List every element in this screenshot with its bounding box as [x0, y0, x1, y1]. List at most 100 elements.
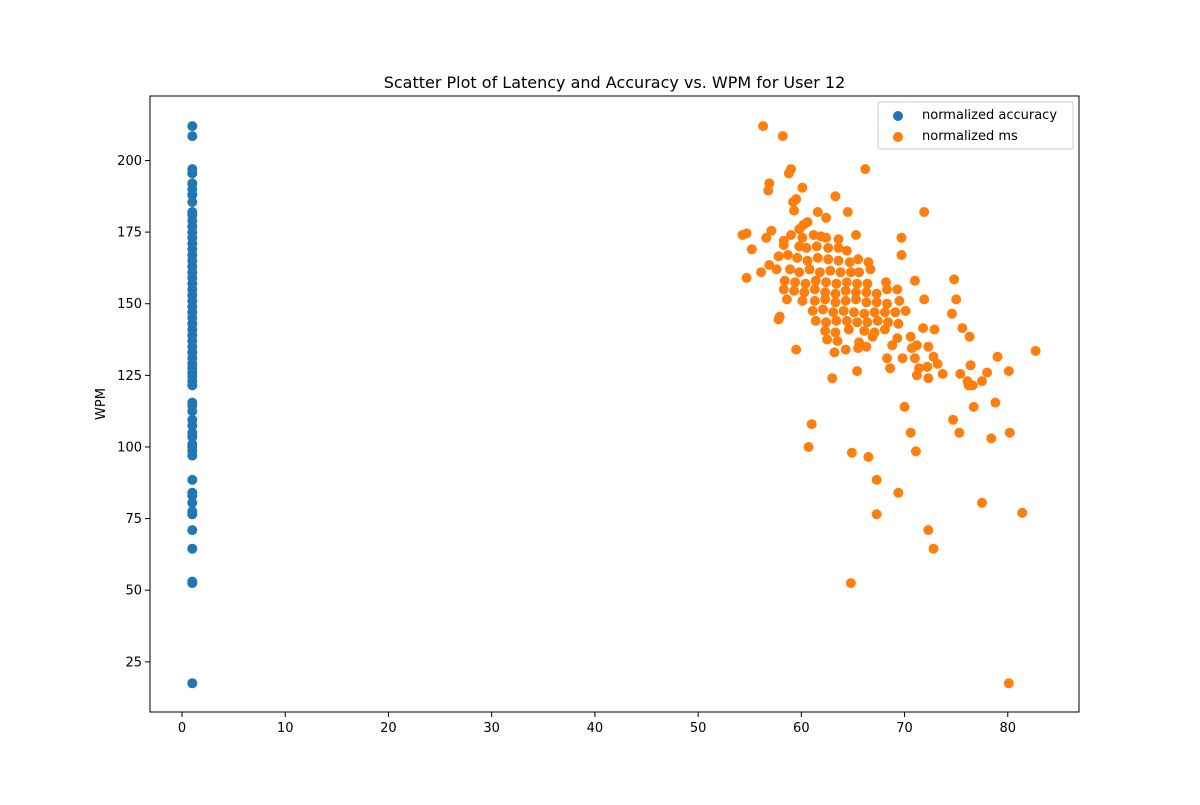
data-point-normalized-accuracy: [187, 131, 198, 142]
data-point-normalized-ms: [773, 251, 784, 262]
data-point-normalized-ms: [897, 353, 908, 364]
data-point-normalized-ms: [911, 340, 922, 351]
data-point-normalized-ms: [804, 264, 815, 275]
data-point-normalized-ms: [791, 194, 802, 205]
data-point-normalized-ms: [992, 351, 1003, 362]
data-point-normalized-accuracy: [187, 397, 198, 408]
data-point-normalized-ms: [820, 287, 831, 298]
data-point-normalized-ms: [846, 447, 857, 458]
data-point-normalized-ms: [892, 284, 903, 295]
data-point-normalized-ms: [892, 333, 903, 344]
data-point-normalized-ms: [871, 288, 882, 299]
data-point-normalized-ms: [783, 168, 794, 179]
data-point-normalized-ms: [1003, 366, 1014, 377]
data-point-normalized-ms: [867, 331, 878, 342]
data-point-normalized-ms: [821, 232, 832, 243]
data-point-normalized-accuracy: [187, 506, 198, 517]
data-point-normalized-ms: [785, 264, 795, 275]
data-point-normalized-ms: [786, 230, 796, 240]
data-point-normalized-ms: [766, 225, 777, 236]
x-tick-label: 0: [178, 721, 186, 736]
data-point-normalized-ms: [861, 297, 872, 308]
data-point-normalized-ms: [861, 287, 872, 298]
data-point-normalized-ms: [764, 260, 775, 270]
data-point-normalized-accuracy: [187, 178, 198, 189]
data-point-normalized-ms: [838, 305, 849, 316]
y-tick-label: 150: [117, 297, 142, 312]
data-point-normalized-ms: [865, 264, 876, 275]
x-tick-label: 20: [380, 721, 397, 736]
data-point-normalized-ms: [963, 380, 974, 391]
data-point-normalized-ms: [911, 370, 922, 381]
y-axis: 25 50 75 100 125 150 175 200: [117, 154, 150, 670]
data-point-normalized-ms: [1003, 678, 1014, 689]
data-point-normalized-ms: [869, 307, 880, 318]
data-point-normalized-ms: [922, 361, 933, 372]
data-point-normalized-ms: [957, 323, 968, 334]
data-point-normalized-ms: [948, 414, 959, 425]
data-point-normalized-ms: [789, 205, 800, 216]
data-point-normalized-ms: [822, 334, 833, 345]
data-point-normalized-ms: [814, 267, 825, 278]
data-point-normalized-accuracy: [187, 525, 198, 536]
data-point-normalized-ms: [841, 315, 852, 326]
data-point-normalized-accuracy: [187, 121, 198, 132]
data-point-normalized-ms: [820, 294, 831, 305]
x-tick-label: 10: [277, 721, 294, 736]
data-point-normalized-ms: [829, 347, 840, 358]
data-point-normalized-ms: [986, 433, 997, 444]
chart-title: Scatter Plot of Latency and Accuracy vs.…: [384, 73, 846, 92]
data-point-normalized-ms: [896, 232, 907, 243]
data-point-normalized-ms: [831, 278, 842, 289]
data-point-normalized-ms: [1004, 427, 1015, 438]
data-point-normalized-ms: [923, 341, 934, 352]
data-point-normalized-ms: [905, 427, 916, 438]
data-point-normalized-ms: [885, 363, 896, 374]
data-point-normalized-ms: [823, 242, 834, 253]
data-point-normalized-ms: [844, 257, 855, 268]
y-tick-label: 75: [125, 512, 142, 527]
data-point-normalized-ms: [801, 242, 812, 253]
data-point-normalized-ms: [879, 324, 890, 335]
data-point-normalized-ms: [831, 315, 842, 326]
data-point-normalized-ms: [955, 368, 966, 379]
data-point-normalized-ms: [928, 543, 939, 554]
x-tick-label: 30: [483, 721, 500, 736]
data-point-normalized-ms: [845, 578, 856, 589]
data-point-normalized-ms: [905, 331, 916, 342]
data-point-normalized-ms: [773, 314, 784, 325]
data-point-normalized-ms: [852, 317, 863, 328]
data-point-normalized-ms: [792, 252, 803, 263]
legend-label-normalized-ms: normalized ms: [922, 129, 1018, 144]
legend-label-normalized-accuracy: normalized accuracy: [922, 108, 1057, 123]
data-point-normalized-accuracy: [187, 197, 198, 207]
data-point-normalized-ms: [879, 307, 890, 318]
data-point-normalized-ms: [763, 185, 774, 196]
data-point-normalized-ms: [782, 250, 793, 260]
data-point-normalized-ms: [842, 207, 853, 217]
data-point-normalized-ms: [825, 265, 836, 276]
data-point-normalized-accuracy: [187, 414, 198, 425]
data-point-normalized-ms: [827, 373, 838, 384]
data-point-normalized-ms: [791, 344, 802, 355]
data-point-normalized-ms: [778, 284, 789, 295]
plot-area: [187, 121, 1041, 689]
data-point-normalized-ms: [809, 284, 820, 295]
data-point-normalized-ms: [821, 317, 832, 328]
data-point-normalized-ms: [809, 295, 820, 306]
data-point-normalized-accuracy: [187, 487, 198, 498]
axes-frame: [149, 95, 1080, 713]
data-point-normalized-ms: [951, 294, 962, 305]
data-point-normalized-ms: [794, 267, 805, 278]
data-point-normalized-ms: [909, 353, 920, 364]
data-point-normalized-accuracy: [187, 474, 198, 485]
data-point-normalized-accuracy: [187, 207, 198, 217]
data-point-normalized-ms: [932, 358, 943, 369]
data-point-normalized-ms: [781, 294, 792, 305]
data-point-normalized-ms: [840, 285, 851, 296]
data-point-normalized-ms: [871, 297, 882, 308]
data-point-normalized-ms: [790, 277, 801, 288]
data-point-normalized-ms: [887, 340, 898, 351]
data-point-normalized-ms: [794, 224, 805, 235]
